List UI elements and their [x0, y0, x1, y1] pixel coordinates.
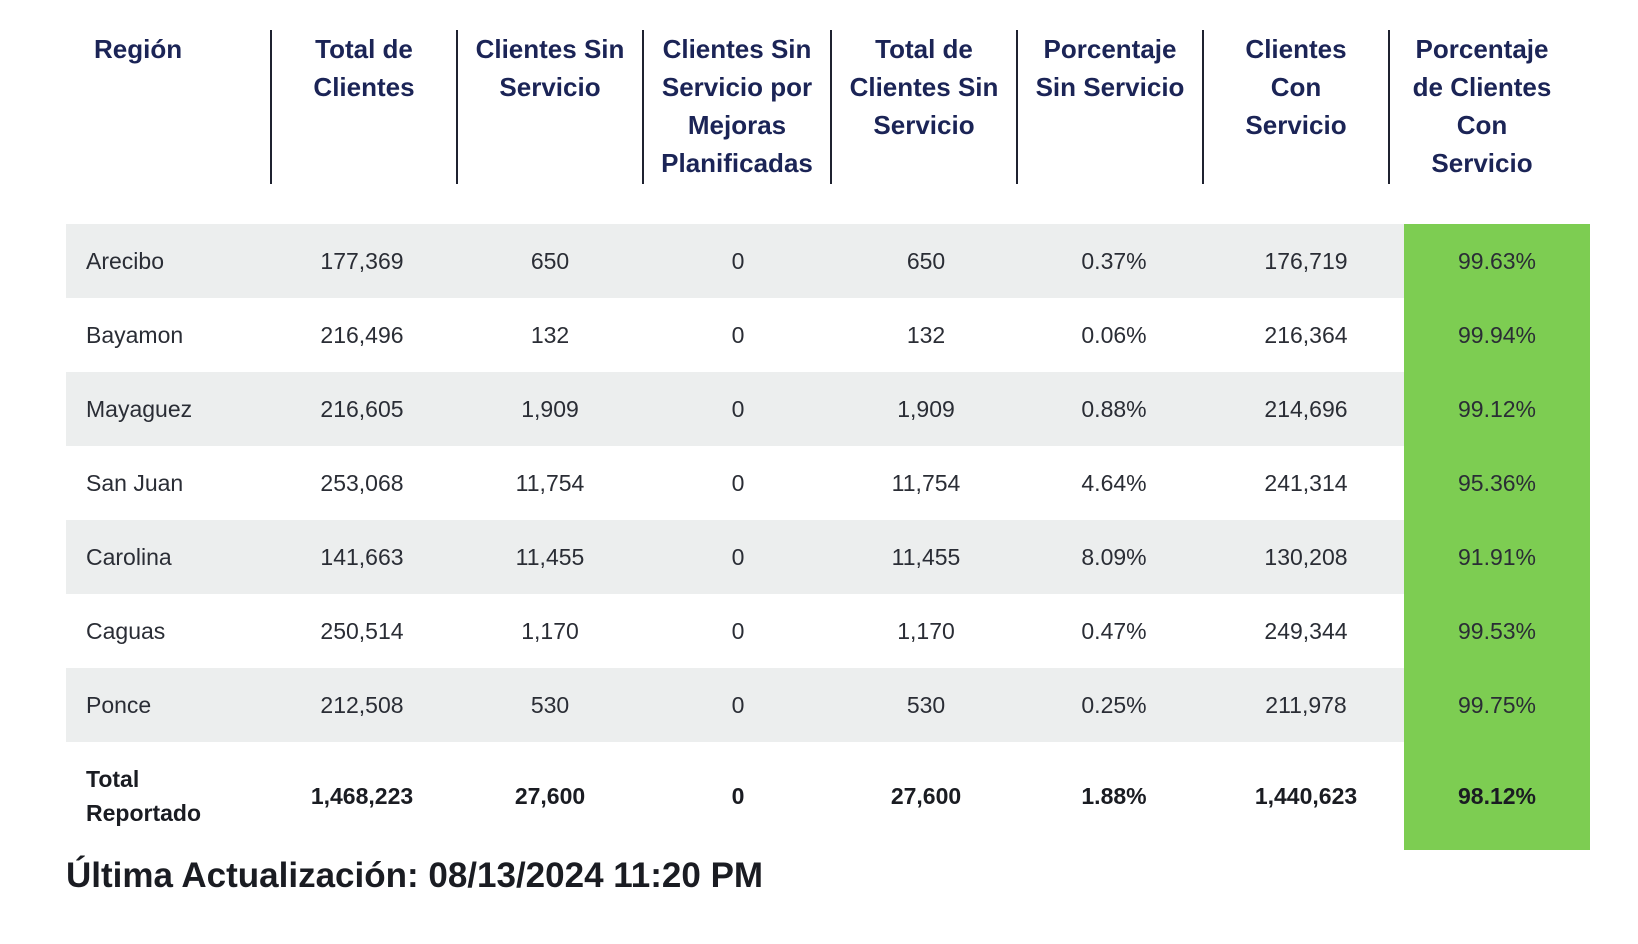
cell-percent-with: 91.91% — [1404, 520, 1590, 594]
cell-region: Caguas — [86, 617, 166, 644]
cell-percent-with: 99.12% — [1404, 372, 1590, 446]
cell-total-label: Total Reportado — [86, 766, 201, 826]
header-total-clients: Total de Clientes — [270, 30, 456, 184]
table-row: Bayamon 216,496 132 0 132 0.06% 216,364 … — [66, 298, 1590, 372]
cell-without-service: 132 — [530, 321, 570, 348]
header-total-without-service: Total de Clientes Sin Servicio — [830, 30, 1016, 184]
cell-total-without-service: 11,455 — [832, 520, 1020, 594]
table-row: Caguas 250,514 1,170 0 1,170 0.47% 249,3… — [66, 594, 1590, 668]
total-row: Total Reportado 1,468,223 27,600 0 27,60… — [66, 742, 1590, 850]
cell-total-without-service: 132 — [906, 321, 946, 348]
outage-table: Región Total de Clientes Clientes Sin Se… — [66, 30, 1590, 850]
cell-planned: 0 — [731, 617, 745, 644]
cell-with-service: 216,364 — [1264, 321, 1348, 348]
cell-percent-without-total: 1.88% — [1081, 782, 1147, 809]
table-body: Arecibo 177,369 650 0 650 0.37% 176,719 … — [66, 224, 1590, 850]
cell-with-service: 241,314 — [1264, 469, 1348, 496]
cell-total-without-service: 11,754 — [891, 469, 961, 496]
table-row: Ponce 212,508 530 0 530 0.25% 211,978 99… — [66, 668, 1590, 742]
header-clients-with-service: Clientes Con Servicio — [1202, 30, 1388, 184]
cell-without-service: 650 — [456, 224, 644, 298]
cell-total-clients-sum: 1,468,223 — [310, 782, 414, 809]
cell-total-clients: 253,068 — [320, 469, 404, 496]
cell-total-without-service: 1,909 — [832, 372, 1020, 446]
cell-total-without-service: 650 — [832, 224, 1020, 298]
cell-percent-without: 8.09% — [1020, 520, 1208, 594]
cell-region: San Juan — [86, 469, 184, 496]
cell-total-clients: 216,496 — [320, 321, 404, 348]
cell-planned: 0 — [731, 469, 745, 496]
cell-percent-with: 99.53% — [1404, 594, 1590, 668]
cell-with-service: 130,208 — [1208, 520, 1404, 594]
table-row: Mayaguez 216,605 1,909 0 1,909 0.88% 214… — [66, 372, 1590, 446]
cell-with-service-sum: 1,440,623 — [1254, 782, 1358, 809]
cell-total-without-service: 1,170 — [897, 617, 955, 644]
cell-with-service: 176,719 — [1208, 224, 1404, 298]
header-clients-without-service: Clientes Sin Servicio — [456, 30, 642, 184]
cell-percent-without: 0.37% — [1020, 224, 1208, 298]
cell-total-clients: 177,369 — [268, 224, 456, 298]
cell-planned: 0 — [644, 224, 832, 298]
cell-percent-without: 0.88% — [1020, 372, 1208, 446]
cell-without-service: 1,170 — [521, 617, 579, 644]
cell-percent-with: 95.36% — [1404, 446, 1590, 520]
cell-planned: 0 — [644, 372, 832, 446]
cell-planned: 0 — [644, 668, 832, 742]
cell-total-clients: 141,663 — [268, 520, 456, 594]
cell-percent-without: 0.47% — [1081, 617, 1147, 644]
cell-without-service: 11,754 — [515, 469, 585, 496]
table-row: San Juan 253,068 11,754 0 11,754 4.64% 2… — [66, 446, 1590, 520]
table-row: Arecibo 177,369 650 0 650 0.37% 176,719 … — [66, 224, 1590, 298]
header-region: Región — [94, 34, 183, 64]
header-percent-with-service: Porcentaje de Clientes Con Servicio — [1388, 30, 1574, 184]
cell-total-clients: 212,508 — [268, 668, 456, 742]
cell-percent-without: 0.25% — [1020, 668, 1208, 742]
cell-region: Arecibo — [66, 224, 268, 298]
cell-region: Carolina — [66, 520, 268, 594]
cell-without-service-sum: 27,600 — [514, 782, 586, 809]
table-row: Carolina 141,663 11,455 0 11,455 8.09% 1… — [66, 520, 1590, 594]
cell-without-service: 11,455 — [456, 520, 644, 594]
cell-percent-without: 0.06% — [1081, 321, 1147, 348]
cell-percent-with: 99.94% — [1404, 298, 1590, 372]
cell-percent-with-total: 98.12% — [1404, 742, 1590, 850]
cell-total-clients: 250,514 — [320, 617, 404, 644]
cell-region: Ponce — [66, 668, 268, 742]
cell-percent-without: 4.64% — [1081, 469, 1147, 496]
cell-percent-with: 99.75% — [1404, 668, 1590, 742]
cell-planned-sum: 0 — [731, 782, 745, 809]
last-updated: Última Actualización: 08/13/2024 11:20 P… — [66, 856, 764, 895]
table-header: Región Total de Clientes Clientes Sin Se… — [66, 30, 1590, 184]
header-percent-without-service: Porcentaje Sin Servicio — [1016, 30, 1202, 184]
cell-without-service: 1,909 — [456, 372, 644, 446]
cell-total-without-service: 530 — [832, 668, 1020, 742]
cell-planned: 0 — [644, 520, 832, 594]
cell-percent-with: 99.63% — [1404, 224, 1590, 298]
cell-with-service: 211,978 — [1208, 668, 1404, 742]
cell-with-service: 214,696 — [1208, 372, 1404, 446]
cell-with-service: 249,344 — [1264, 617, 1348, 644]
cell-total-clients: 216,605 — [268, 372, 456, 446]
cell-without-service: 530 — [456, 668, 644, 742]
cell-region: Mayaguez — [66, 372, 268, 446]
header-planned-outage: Clientes Sin Servicio por Mejoras Planif… — [642, 30, 830, 184]
cell-planned: 0 — [731, 321, 745, 348]
cell-region: Bayamon — [86, 321, 184, 348]
cell-total-without-service-sum: 27,600 — [890, 782, 962, 809]
